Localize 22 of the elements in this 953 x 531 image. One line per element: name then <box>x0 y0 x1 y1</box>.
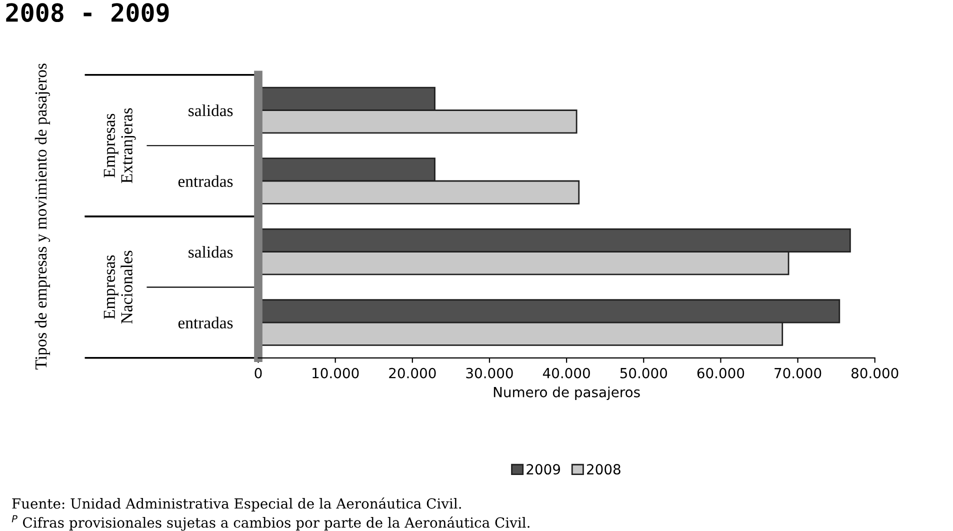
x-tick-label: 0 <box>254 368 262 378</box>
y-tick-label: entradas <box>178 175 233 187</box>
x-tick-label: 70.000 <box>774 368 822 378</box>
source-note: Fuente: Unidad Administrativa Especial de la Aeronáutica Civil. <box>12 497 461 512</box>
legend-label: 2009 <box>526 464 560 475</box>
chart-title: 2008 - 2009 <box>6 3 169 22</box>
y-tick-label: salidas <box>188 246 233 258</box>
x-tick-label: 80.000 <box>851 368 898 378</box>
text: Empresas Nacionales <box>104 250 132 324</box>
x-tick-label: 10.000 <box>312 368 359 378</box>
text: Empresas Extranjeras <box>104 108 136 184</box>
x-tick-label: 60.000 <box>697 368 744 378</box>
y-tick-label: entradas <box>178 316 233 328</box>
y-tick-label: salidas <box>188 104 233 116</box>
x-tick-label: 20.000 <box>389 368 436 378</box>
text: $^{P}$ Cifras provisionales sujetas a cambios por parte de la Aeronáutica Civil. <box>12 515 530 531</box>
x-tick-label: 40.000 <box>542 368 590 378</box>
x-axis-title: Numero de pasajeros <box>494 386 640 400</box>
x-tick-label: 50.000 <box>620 368 668 378</box>
legend-label: 2008 <box>587 464 620 475</box>
x-tick-label: 30.000 <box>466 368 513 378</box>
text: Tipos de empresas y movimiento de pasajeros <box>34 64 50 370</box>
